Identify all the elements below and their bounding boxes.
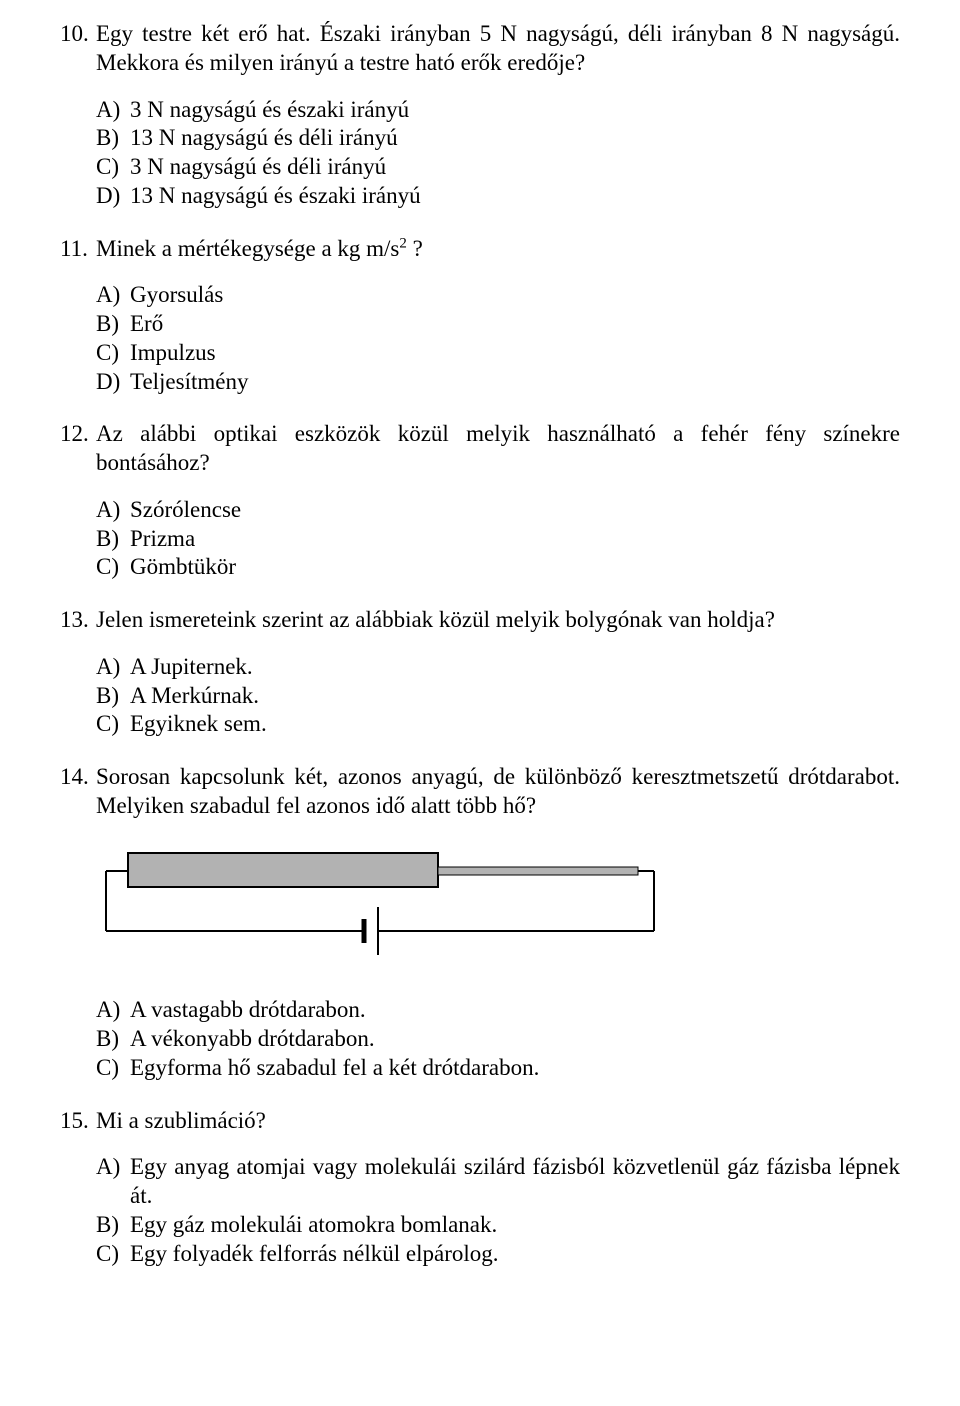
- question-15: 15. Mi a szublimáció? A) Egy anyag atomj…: [60, 1107, 900, 1269]
- question-13-options: A) A Jupiternek. B) A Merkúrnak. C) Egyi…: [60, 653, 900, 739]
- question-10-option-d: D) 13 N nagyságú és északi irányú: [96, 182, 900, 211]
- option-label: C): [96, 1240, 130, 1269]
- option-label: A): [96, 96, 130, 125]
- option-text: Egyforma hő szabadul fel a két drótdarab…: [130, 1054, 900, 1083]
- option-text: 13 N nagyságú és déli irányú: [130, 124, 900, 153]
- question-14-options: A) A vastagabb drótdarabon. B) A vékonya…: [60, 996, 900, 1082]
- question-10-option-b: B) 13 N nagyságú és déli irányú: [96, 124, 900, 153]
- question-12: 12. Az alábbi optikai eszközök közül mel…: [60, 420, 900, 582]
- question-14-stem: 14. Sorosan kapcsolunk két, azonos anyag…: [60, 763, 900, 821]
- question-12-stem: 12. Az alábbi optikai eszközök közül mel…: [60, 420, 900, 478]
- option-label: B): [96, 525, 130, 554]
- option-text: Szórólencse: [130, 496, 900, 525]
- option-text: Egy folyadék felforrás nélkül elpárolog.: [130, 1240, 900, 1269]
- question-12-number: 12.: [60, 420, 96, 478]
- option-text: Impulzus: [130, 339, 900, 368]
- question-14: 14. Sorosan kapcsolunk két, azonos anyag…: [60, 763, 900, 1083]
- option-text: Gömbtükör: [130, 553, 900, 582]
- question-15-option-b: B) Egy gáz molekulái atomokra bomlanak.: [96, 1211, 900, 1240]
- option-label: B): [96, 1211, 130, 1240]
- option-label: D): [96, 368, 130, 397]
- option-label: A): [96, 1153, 130, 1211]
- option-text: A Jupiternek.: [130, 653, 900, 682]
- question-10-option-a: A) 3 N nagyságú és északi irányú: [96, 96, 900, 125]
- question-11-number: 11.: [60, 235, 96, 264]
- question-13-number: 13.: [60, 606, 96, 635]
- thin-wire-segment: [438, 867, 638, 875]
- question-13-option-a: A) A Jupiternek.: [96, 653, 900, 682]
- option-label: C): [96, 339, 130, 368]
- question-11-text-prefix: Minek a mértékegysége a kg m/s: [96, 236, 399, 261]
- question-13-text: Jelen ismereteink szerint az alábbiak kö…: [96, 606, 900, 635]
- option-label: C): [96, 710, 130, 739]
- question-11-option-d: D) Teljesítmény: [96, 368, 900, 397]
- question-14-text: Sorosan kapcsolunk két, azonos anyagú, d…: [96, 763, 900, 821]
- question-11-option-c: C) Impulzus: [96, 339, 900, 368]
- question-13-option-c: C) Egyiknek sem.: [96, 710, 900, 739]
- question-15-option-a: A) Egy anyag atomjai vagy molekulái szil…: [96, 1153, 900, 1211]
- question-13-stem: 13. Jelen ismereteink szerint az alábbia…: [60, 606, 900, 635]
- question-13: 13. Jelen ismereteink szerint az alábbia…: [60, 606, 900, 739]
- question-11-option-a: A) Gyorsulás: [96, 281, 900, 310]
- question-11-text: Minek a mértékegysége a kg m/s2 ?: [96, 235, 900, 264]
- question-11-options: A) Gyorsulás B) Erő C) Impulzus D) Telje…: [60, 281, 900, 396]
- option-label: B): [96, 310, 130, 339]
- question-13-option-b: B) A Merkúrnak.: [96, 682, 900, 711]
- question-12-option-a: A) Szórólencse: [96, 496, 900, 525]
- option-label: C): [96, 553, 130, 582]
- question-14-option-c: C) Egyforma hő szabadul fel a két drótda…: [96, 1054, 900, 1083]
- option-label: B): [96, 1025, 130, 1054]
- option-text: Egy anyag atomjai vagy molekulái szilárd…: [130, 1153, 900, 1211]
- question-14-option-a: A) A vastagabb drótdarabon.: [96, 996, 900, 1025]
- option-text: Erő: [130, 310, 900, 339]
- option-label: B): [96, 124, 130, 153]
- page: 10. Egy testre két erő hat. Északi irány…: [0, 0, 960, 1406]
- option-text: 13 N nagyságú és északi irányú: [130, 182, 900, 211]
- question-12-option-c: C) Gömbtükör: [96, 553, 900, 582]
- option-label: A): [96, 496, 130, 525]
- question-14-number: 14.: [60, 763, 96, 821]
- option-text: 3 N nagyságú és északi irányú: [130, 96, 900, 125]
- question-11-option-b: B) Erő: [96, 310, 900, 339]
- question-11-exponent: 2: [399, 235, 406, 251]
- option-text: Egy gáz molekulái atomokra bomlanak.: [130, 1211, 900, 1240]
- question-12-option-b: B) Prizma: [96, 525, 900, 554]
- circuit-diagram: [96, 831, 900, 979]
- option-label: D): [96, 182, 130, 211]
- question-15-option-c: C) Egy folyadék felforrás nélkül elpárol…: [96, 1240, 900, 1269]
- question-10-text: Egy testre két erő hat. Északi irányban …: [96, 20, 900, 78]
- question-15-options: A) Egy anyag atomjai vagy molekulái szil…: [60, 1153, 900, 1268]
- question-11: 11. Minek a mértékegysége a kg m/s2 ? A)…: [60, 235, 900, 397]
- question-11-text-suffix: ?: [407, 236, 423, 261]
- question-12-options: A) Szórólencse B) Prizma C) Gömbtükör: [60, 496, 900, 582]
- option-text: Teljesítmény: [130, 368, 900, 397]
- question-11-stem: 11. Minek a mértékegysége a kg m/s2 ?: [60, 235, 900, 264]
- circuit-svg: [96, 831, 656, 971]
- option-text: 3 N nagyságú és déli irányú: [130, 153, 900, 182]
- thick-wire-segment: [128, 853, 438, 887]
- question-15-stem: 15. Mi a szublimáció?: [60, 1107, 900, 1136]
- option-label: A): [96, 281, 130, 310]
- question-10-option-c: C) 3 N nagyságú és déli irányú: [96, 153, 900, 182]
- question-15-text: Mi a szublimáció?: [96, 1107, 900, 1136]
- question-10: 10. Egy testre két erő hat. Északi irány…: [60, 20, 900, 211]
- option-label: B): [96, 682, 130, 711]
- question-10-stem: 10. Egy testre két erő hat. Északi irány…: [60, 20, 900, 78]
- option-text: A vékonyabb drótdarabon.: [130, 1025, 900, 1054]
- option-label: C): [96, 1054, 130, 1083]
- question-14-option-b: B) A vékonyabb drótdarabon.: [96, 1025, 900, 1054]
- question-15-number: 15.: [60, 1107, 96, 1136]
- option-text: Gyorsulás: [130, 281, 900, 310]
- option-label: A): [96, 996, 130, 1025]
- question-12-text: Az alábbi optikai eszközök közül melyik …: [96, 420, 900, 478]
- option-text: A Merkúrnak.: [130, 682, 900, 711]
- option-label: A): [96, 653, 130, 682]
- question-10-options: A) 3 N nagyságú és északi irányú B) 13 N…: [60, 96, 900, 211]
- option-label: C): [96, 153, 130, 182]
- option-text: A vastagabb drótdarabon.: [130, 996, 900, 1025]
- question-10-number: 10.: [60, 20, 96, 78]
- option-text: Prizma: [130, 525, 900, 554]
- option-text: Egyiknek sem.: [130, 710, 900, 739]
